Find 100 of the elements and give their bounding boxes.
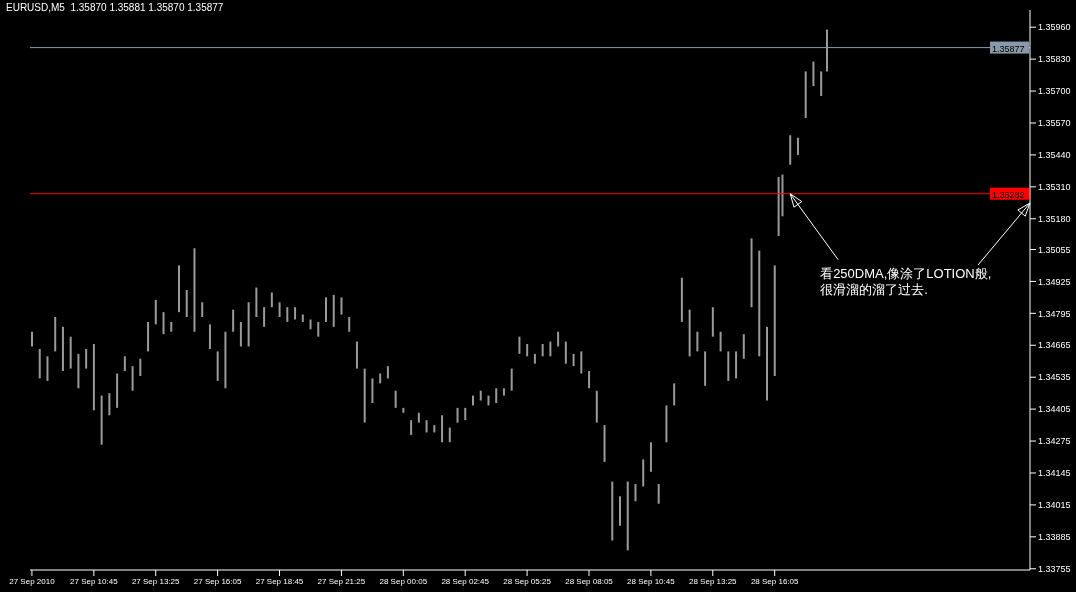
bar (54, 317, 57, 352)
bar (270, 292, 273, 308)
x-tick-label: 28 Sep 02:45 (441, 576, 490, 586)
y-tick-label: 1.34795 (1038, 308, 1071, 319)
bar (309, 319, 312, 330)
bar (263, 307, 266, 327)
x-tick-label: 27 Sep 18:45 (255, 576, 304, 586)
bar (796, 137, 799, 155)
bar (255, 287, 258, 318)
bar (441, 415, 444, 443)
bar (170, 321, 173, 332)
chart-title: EURUSD,M5 1.35870 1.35881 1.35870 1.35877 (6, 2, 224, 13)
bar (85, 348, 88, 369)
bar (541, 344, 544, 357)
bar (549, 341, 552, 357)
bar (557, 331, 560, 347)
bar (742, 334, 745, 359)
bar (719, 331, 722, 352)
bar (147, 321, 150, 352)
y-tick-label: 1.35310 (1038, 182, 1071, 193)
bar (750, 238, 753, 308)
bar (711, 307, 714, 337)
bar (688, 309, 691, 357)
bar (278, 302, 281, 318)
y-tick-label: 1.35700 (1038, 86, 1071, 97)
x-tick-label: 28 Sep 10:45 (627, 576, 676, 586)
bar (139, 358, 142, 376)
x-tick-label: 27 Sep 10:45 (70, 576, 119, 586)
bar (696, 331, 699, 352)
bar (193, 248, 196, 332)
x-tick-label: 27 Sep 13:25 (131, 576, 181, 586)
bar (123, 356, 126, 372)
bar (301, 314, 304, 322)
y-tick-label: 1.33755 (1038, 563, 1071, 574)
y-tick-label: 1.35440 (1038, 150, 1071, 161)
bar (472, 395, 475, 406)
bar (820, 71, 823, 96)
x-tick-label: 27 Sep 21:25 (317, 576, 366, 586)
bar (162, 312, 165, 335)
bar (804, 71, 807, 119)
bar (201, 302, 204, 318)
bar (394, 390, 397, 408)
bar (572, 353, 575, 367)
bar (379, 373, 382, 384)
y-tick-label: 1.34015 (1038, 500, 1071, 511)
bar (92, 344, 95, 411)
x-tick-label: 28 Sep 13:25 (688, 576, 738, 586)
bar (69, 336, 72, 369)
bar (502, 388, 505, 396)
bar (317, 321, 320, 337)
bar (487, 395, 490, 406)
y-tick-label: 1.34405 (1038, 404, 1071, 415)
x-tick-label: 28 Sep 16:05 (750, 576, 800, 586)
y-tick-label: 1.34145 (1038, 468, 1071, 479)
bar (518, 336, 521, 354)
bar (247, 302, 250, 347)
bar (232, 309, 235, 332)
bar (626, 481, 629, 551)
y-tick-label: 1.34535 (1038, 372, 1071, 383)
bar (495, 388, 498, 403)
bar (510, 368, 513, 391)
bar (239, 321, 242, 347)
bar (533, 353, 536, 364)
bar (131, 366, 134, 391)
y-tick-label: 1.34275 (1038, 436, 1071, 447)
bar (680, 277, 683, 322)
bar (178, 265, 180, 313)
bar (355, 341, 358, 369)
ref-line-label: 1.35877 (992, 43, 1025, 54)
y-tick-label: 1.35570 (1038, 118, 1071, 129)
bar (634, 484, 637, 502)
bar (456, 407, 459, 423)
bar (340, 297, 343, 315)
bar (425, 420, 428, 433)
bar (619, 496, 622, 526)
bar (386, 366, 389, 379)
bar (286, 307, 289, 322)
bar (402, 407, 405, 413)
annotation: 看250DMA,像涂了LOTION般, 很滑溜的溜了过去. (820, 265, 992, 297)
bar (642, 459, 645, 487)
bar (665, 405, 668, 443)
bar (735, 351, 738, 379)
y-tick-label: 1.35055 (1038, 244, 1071, 255)
bar (294, 307, 297, 320)
bar (588, 371, 591, 389)
bar (766, 326, 769, 401)
bar (410, 420, 413, 435)
bar (479, 390, 482, 401)
y-tick-label: 1.35180 (1038, 213, 1071, 224)
bar (46, 356, 49, 381)
bar (108, 393, 111, 416)
bar (100, 395, 103, 445)
bar (154, 299, 157, 325)
bar (777, 177, 780, 236)
y-tick-label: 1.34925 (1038, 276, 1071, 287)
bar (649, 442, 652, 472)
bar (603, 425, 606, 462)
bar (657, 484, 660, 504)
bar (31, 331, 33, 347)
x-tick-label: 28 Sep 05:25 (503, 576, 552, 586)
